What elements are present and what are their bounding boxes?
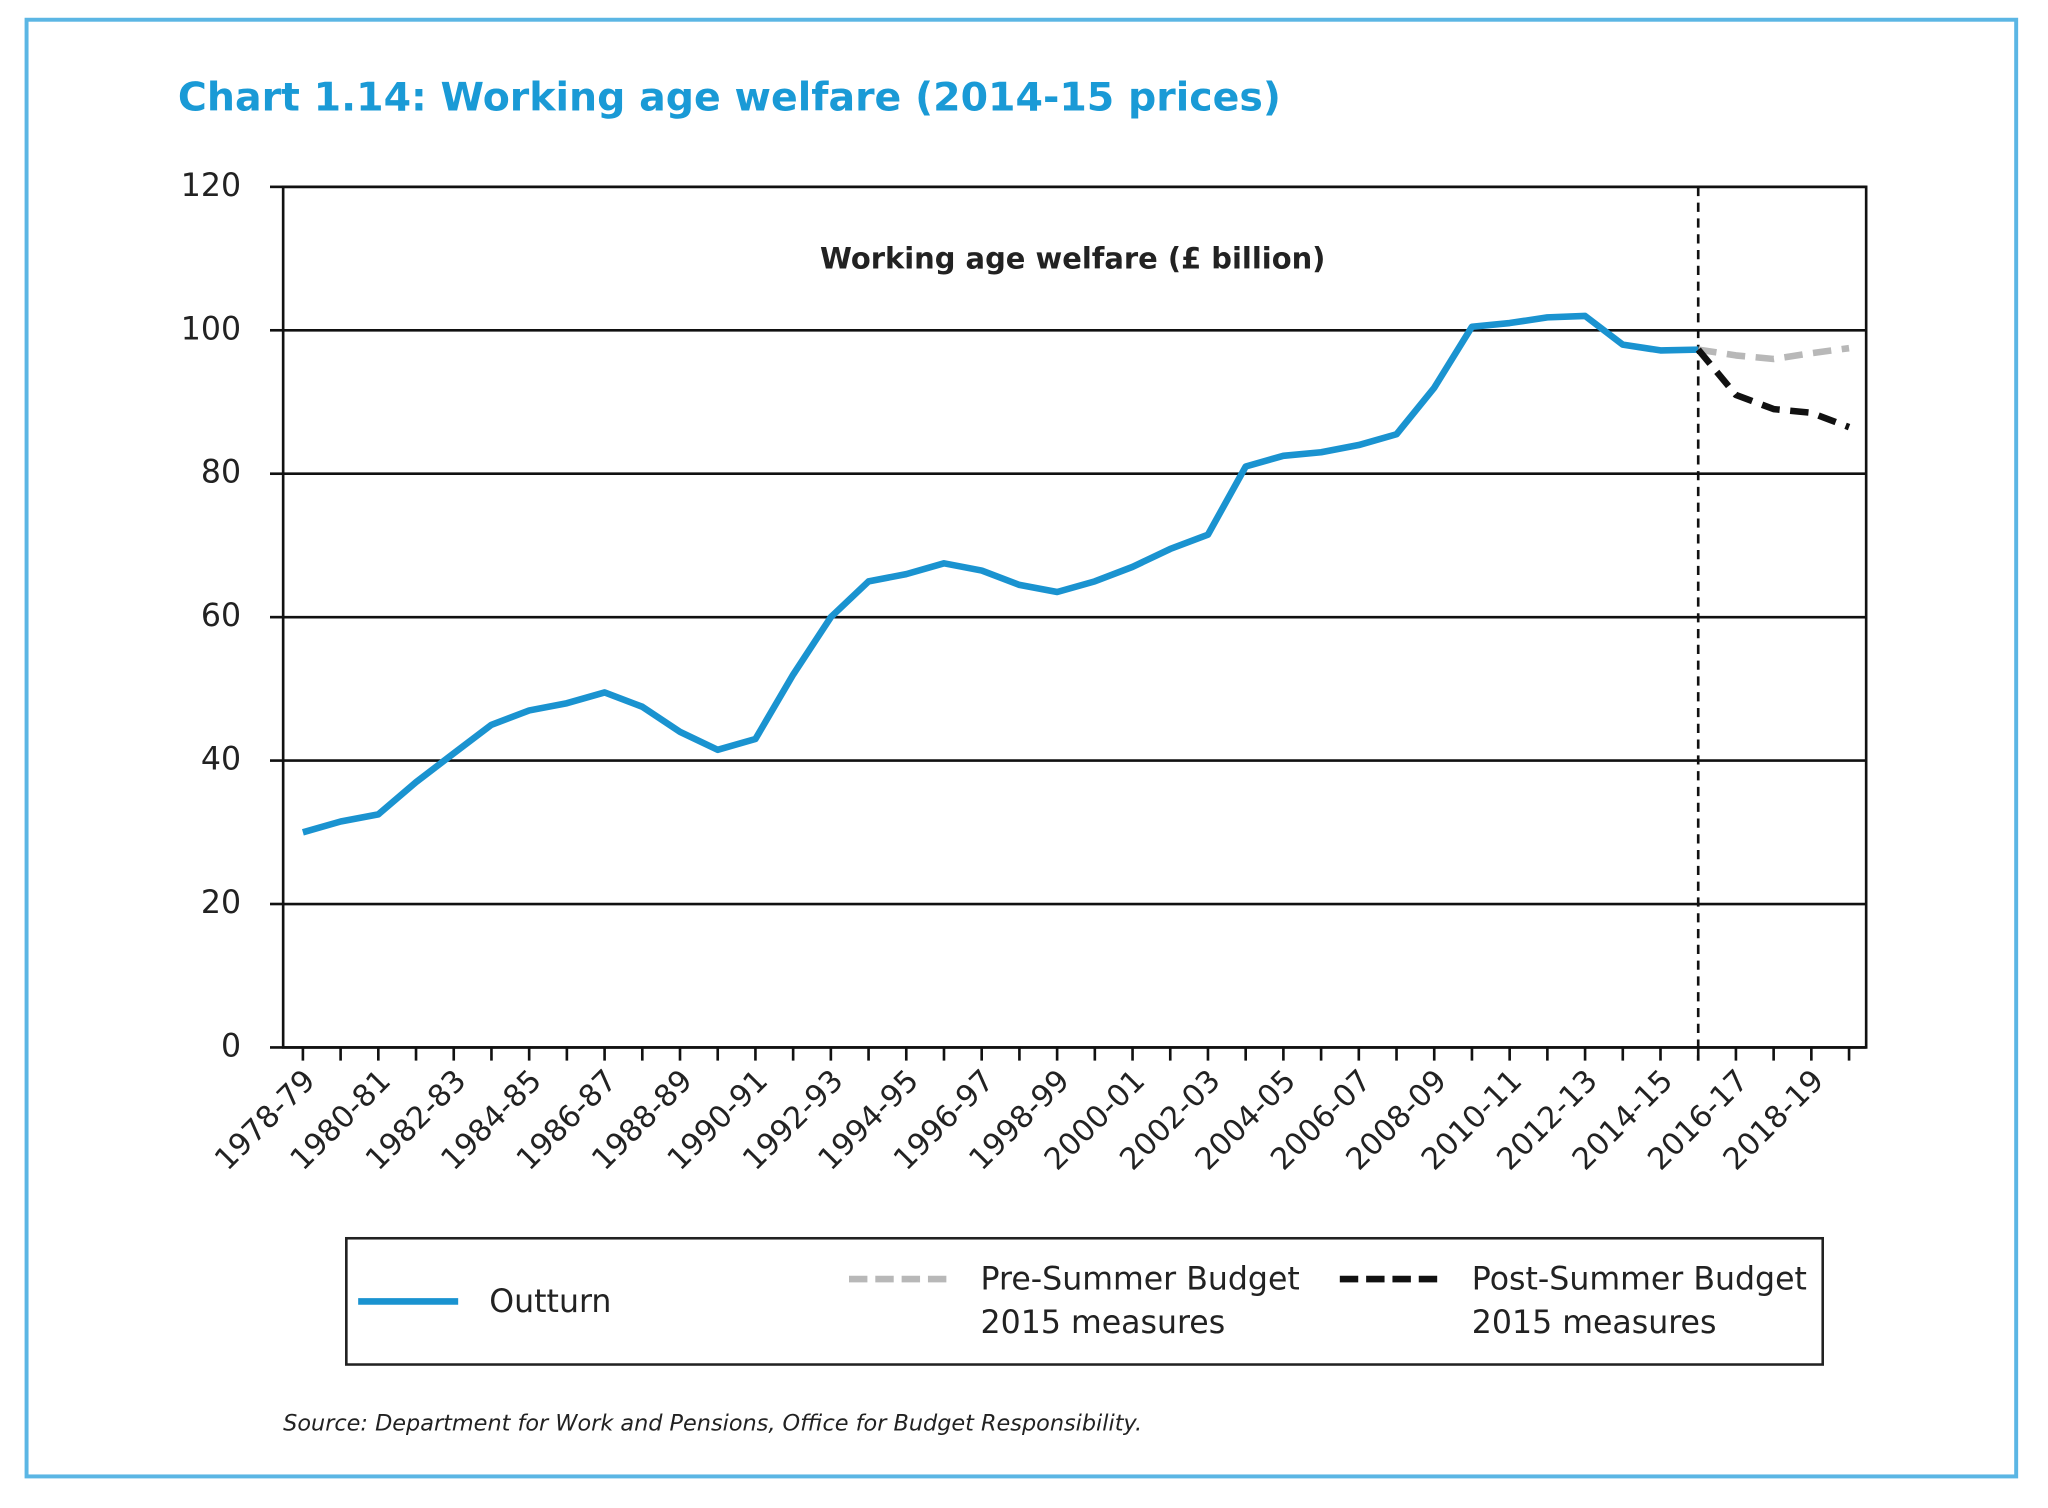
y-tick-label: 40 [201,742,241,778]
y-tick-label: 100 [181,311,241,347]
series-line [1695,347,1851,431]
legend: Outturn Pre-Summer Budget 2015 measures Po… [345,1236,1825,1366]
legend-label: Post-Summer Budget 2015 measures [1471,1260,1807,1341]
series-line [1697,344,1850,363]
chart-title: Chart 1.14: Working age welfare (2014-15… [178,75,1281,121]
y-tick-label: 120 [181,168,241,204]
y-tick-label: 0 [221,1028,241,1064]
legend-swatch [357,1297,458,1305]
y-tick-label: 20 [201,885,241,921]
y-tick-label: 60 [201,598,241,634]
legend-item: Post-Summer Budget 2015 measures [1338,1258,1814,1345]
chart-subtitle: Working age welfare (£ billion) [820,242,1325,276]
legend-label: Outturn [489,1282,612,1320]
y-tick-label: 80 [201,455,241,491]
source-note: Source: Department for Work and Pensions… [283,1410,1142,1436]
legend-swatch [1340,1275,1441,1283]
plot-frame [281,185,1868,1049]
frame [24,17,2019,1479]
series-line [301,312,1699,836]
legend-item: Outturn [355,1280,831,1323]
legend-swatch [848,1275,949,1283]
legend-box: Outturn Pre-Summer Budget 2015 measures Po… [345,1236,1825,1366]
legend-label: Pre-Summer Budget 2015 measures [980,1260,1300,1341]
legend-item: Pre-Summer Budget 2015 measures [846,1258,1322,1345]
